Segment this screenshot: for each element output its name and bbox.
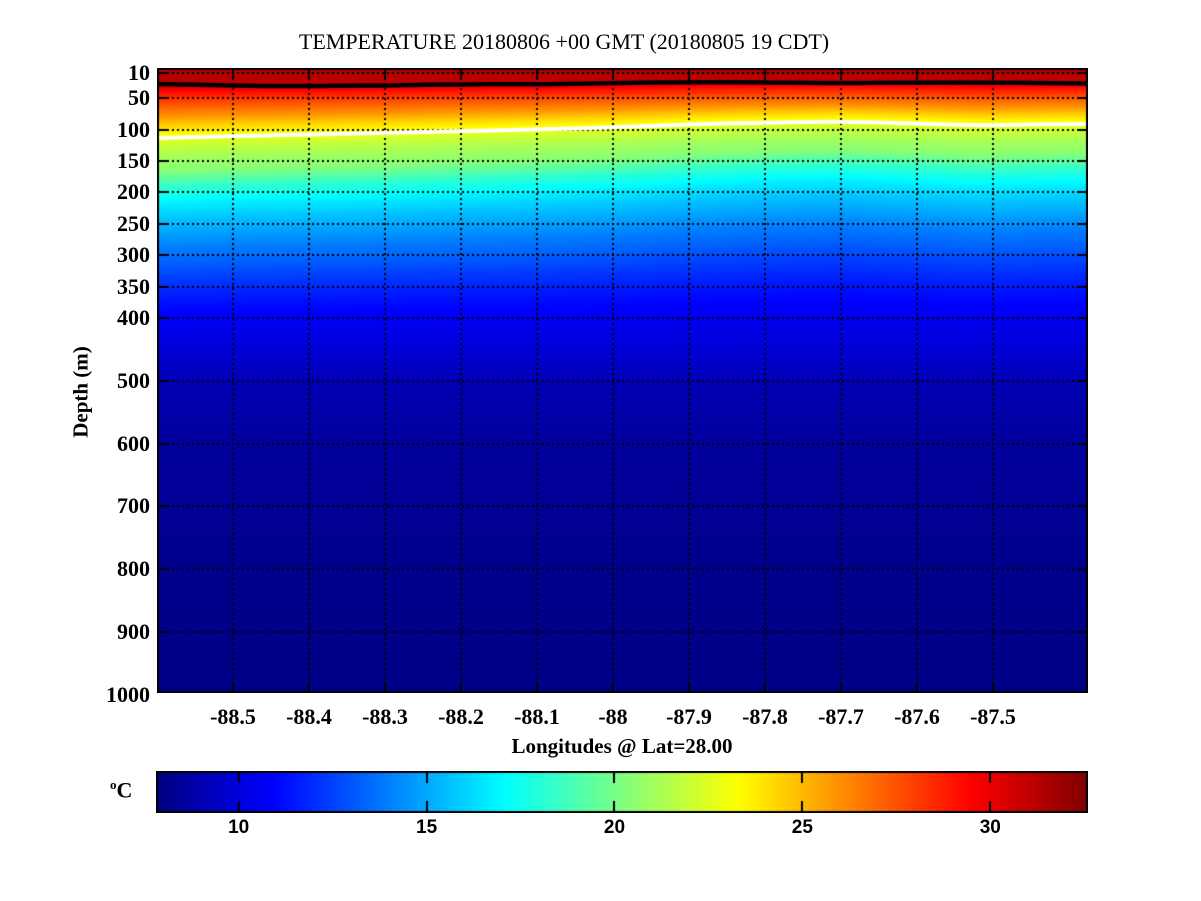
x-tick-label: -88.4 bbox=[286, 704, 332, 729]
x-tick-label: -88.2 bbox=[438, 704, 484, 729]
colorbar-tick-label: 15 bbox=[416, 817, 438, 838]
x-tick-label: -88.5 bbox=[210, 704, 256, 729]
y-tick-label: 10 bbox=[128, 60, 150, 86]
colorbar bbox=[156, 771, 1088, 813]
x-tick-label: -88.3 bbox=[362, 704, 408, 729]
degree-symbol: o bbox=[110, 777, 117, 792]
colorbar-tick-label: 25 bbox=[791, 817, 813, 838]
y-tick-label: 800 bbox=[117, 556, 150, 582]
x-tick-label: -88 bbox=[598, 704, 628, 729]
colorbar-tick-label: 30 bbox=[979, 817, 1001, 838]
y-tick-label: 200 bbox=[117, 179, 150, 205]
y-tick-label: 100 bbox=[117, 116, 150, 142]
chart-title: TEMPERATURE 20180806 +00 GMT (20180805 1… bbox=[298, 29, 830, 54]
y-tick-label: 300 bbox=[117, 242, 150, 268]
x-tick-label: -87.6 bbox=[894, 704, 940, 729]
x-tick-label: -88.1 bbox=[514, 704, 560, 729]
x-tick-label: -87.7 bbox=[818, 704, 864, 729]
y-tick-label: 350 bbox=[117, 273, 150, 299]
y-tick-label: 50 bbox=[128, 85, 150, 111]
y-tick-label: 250 bbox=[117, 210, 150, 236]
y-tick-label: 900 bbox=[117, 619, 150, 645]
y-tick-label: 600 bbox=[117, 430, 150, 456]
colorbar-tick-label: 20 bbox=[603, 817, 626, 838]
colorbar-tick-label: 10 bbox=[228, 817, 250, 838]
y-tick-label: 150 bbox=[117, 147, 150, 173]
y-tick-label: 500 bbox=[117, 367, 150, 393]
colorbar-unit-label: oC bbox=[110, 772, 132, 803]
x-tick-label: -87.5 bbox=[970, 704, 1016, 729]
x-tick-label: -87.8 bbox=[742, 704, 788, 729]
y-tick-label: 400 bbox=[117, 305, 150, 330]
x-tick-label: -87.9 bbox=[666, 704, 712, 729]
x-axis-label: Longitudes @ Lat=28.00 bbox=[511, 734, 733, 758]
celsius-letter: C bbox=[116, 777, 133, 803]
heatmap-plot bbox=[157, 68, 1088, 693]
y-tick-label: 700 bbox=[117, 493, 150, 519]
y-tick-label: 1000 bbox=[106, 681, 150, 707]
